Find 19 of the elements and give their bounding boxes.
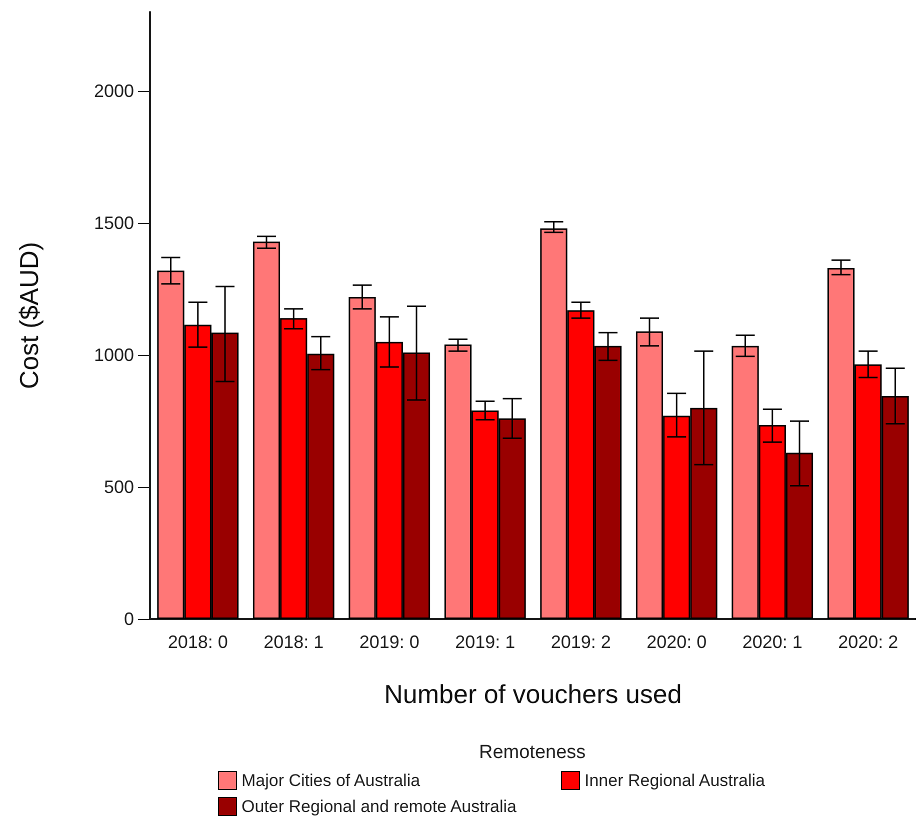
y-tick-label: 1500 (94, 213, 134, 234)
x-tick-label: 2019: 1 (455, 632, 516, 652)
x-tick-label: 2019: 0 (359, 632, 420, 652)
x-tick-label: 2020: 0 (646, 632, 707, 652)
legend-label: Inner Regional Australia (584, 771, 766, 790)
x-tick-label: 2018: 0 (168, 632, 228, 652)
x-tick-label: 2020: 1 (742, 632, 802, 652)
y-axis-title: Cost ($AUD) (14, 242, 44, 390)
y-tick-label: 2000 (94, 81, 134, 102)
x-tick-label: 2019: 2 (550, 632, 611, 652)
x-tick-label: 2020: 2 (838, 632, 898, 652)
legend-title: Remoteness (479, 742, 586, 763)
y-tick-label: 1000 (94, 345, 134, 366)
legend-label: Outer Regional and remote Australia (242, 797, 518, 816)
x-axis-title: Number of vouchers used (384, 679, 682, 709)
y-tick-label: 0 (124, 609, 134, 629)
y-tick-label: 500 (104, 477, 134, 498)
x-tick-label: 2018: 1 (264, 632, 324, 652)
legend-label: Major Cities of Australia (242, 771, 421, 790)
